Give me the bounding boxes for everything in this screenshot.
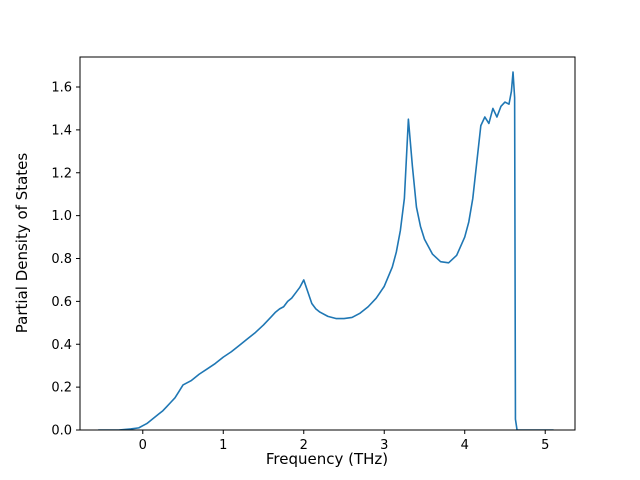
y-tick-label: 1.6 — [51, 81, 72, 96]
axes-spines — [79, 56, 576, 431]
y-tick-label: 1.2 — [51, 166, 72, 181]
x-tick-label: 1 — [219, 438, 227, 453]
pdos-series-line — [97, 71, 555, 430]
x-tick-label: 2 — [300, 438, 308, 453]
x-tick-label: 4 — [461, 438, 469, 453]
y-tick-label: 1.0 — [51, 209, 72, 224]
x-tick-label: 3 — [380, 438, 388, 453]
x-tick-label: 0 — [139, 438, 147, 453]
x-tick-label: 5 — [541, 438, 549, 453]
plot-area: 0 1 2 3 4 5 0.0 0.2 0.4 0.6 0.8 1.0 1.2 1.4 1.6 — [51, 56, 576, 453]
y-tick-label: 0.0 — [51, 424, 72, 439]
x-axis-label: Frequency (THz) — [266, 450, 388, 468]
y-tick-label: 0.6 — [51, 295, 72, 310]
y-tick-label: 1.4 — [51, 123, 72, 138]
y-tick-label: 0.4 — [51, 338, 72, 353]
y-tick-label: 0.8 — [51, 252, 72, 267]
y-tick-label: 0.2 — [51, 381, 72, 396]
y-axis-label: Partial Density of States — [13, 153, 31, 334]
